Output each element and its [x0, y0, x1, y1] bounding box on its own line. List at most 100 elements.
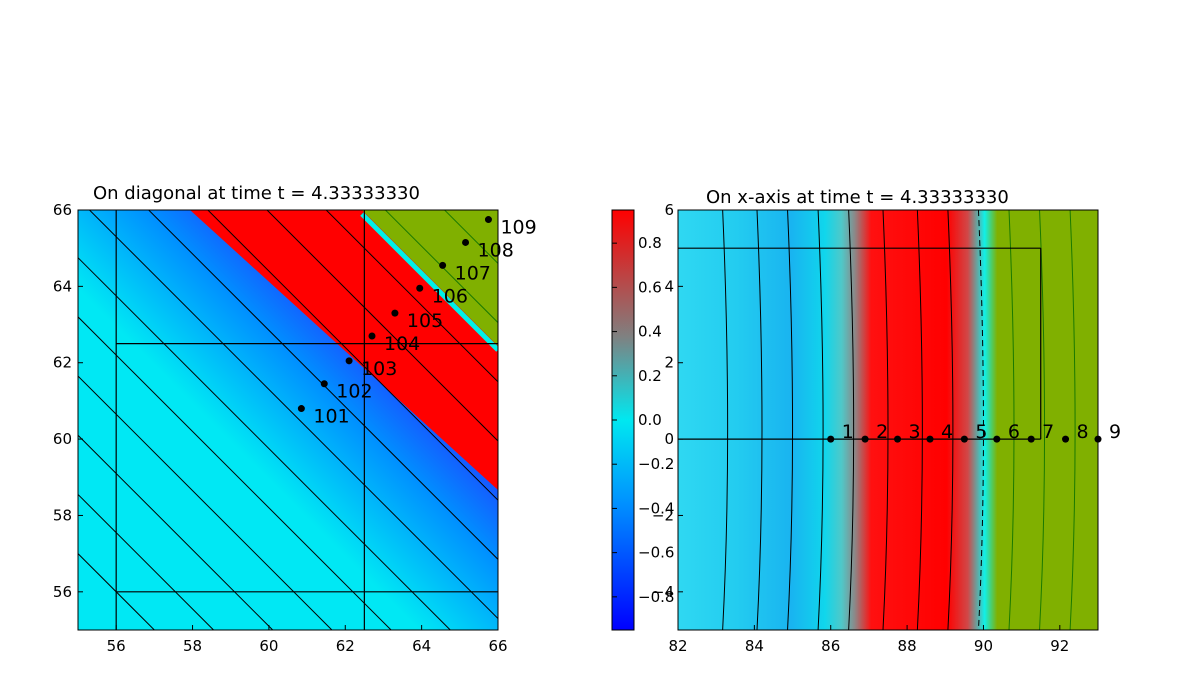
y-tick-label: 2: [664, 354, 674, 372]
y-tick-label: 60: [53, 430, 72, 448]
x-tick-label: 88: [898, 637, 917, 655]
point-marker: [416, 284, 424, 292]
point-label: 1: [842, 421, 854, 443]
contour-line: [787, 210, 794, 630]
contour-line: [78, 434, 274, 630]
contour-line: [1069, 210, 1076, 630]
colorbar-tick-label: −0.6: [638, 544, 674, 562]
left-red-band: [190, 210, 498, 490]
x-tick-label: 58: [183, 637, 202, 655]
x-tick-label: 64: [412, 637, 431, 655]
contour-line: [1008, 210, 1015, 630]
contour-line: [947, 210, 954, 630]
contour-line: [207, 210, 498, 501]
point-label: 5: [975, 421, 987, 443]
point-marker: [827, 435, 835, 443]
point-label: 108: [478, 239, 514, 261]
x-tick-label: 84: [745, 637, 764, 655]
point-label: 102: [336, 381, 372, 403]
point-marker: [1027, 435, 1035, 443]
colorbar-tick-label: 0.8: [638, 234, 662, 252]
x-tick-label: 86: [821, 637, 840, 655]
point-label: 103: [361, 358, 397, 380]
colorbar-tick-label: −0.8: [638, 588, 674, 606]
x-tick-label: 60: [259, 637, 278, 655]
y-tick-label: 66: [53, 201, 72, 219]
right-contour-lines: [722, 210, 1076, 630]
point-marker: [993, 435, 1001, 443]
point-marker: [1062, 435, 1070, 443]
point-label: 3: [909, 421, 921, 443]
point-label: 7: [1042, 421, 1054, 443]
y-tick-label: 62: [53, 354, 72, 372]
point-marker: [297, 405, 305, 413]
point-label: 107: [455, 262, 491, 284]
y-tick-label: 56: [53, 583, 72, 601]
contour-line: [78, 257, 451, 630]
point-label: 104: [384, 333, 420, 355]
colorbar-tick-label: 0.6: [638, 278, 662, 296]
point-marker: [960, 435, 968, 443]
contour-line: [88, 210, 498, 620]
contour-line: [882, 210, 889, 630]
colorbar-tick-label: 0.0: [638, 411, 662, 429]
right-axis-ticks: 82 84 86 88 90 92 −4 −2 0 2 4 6: [652, 201, 1069, 655]
point-marker: [320, 380, 328, 388]
contour-line: [817, 210, 824, 630]
point-marker: [391, 309, 399, 317]
colorbar-tick-label: 0.4: [638, 323, 662, 341]
point-marker: [926, 435, 934, 443]
point-marker: [1094, 435, 1102, 443]
x-tick-label: 66: [488, 637, 507, 655]
contour-line: [848, 210, 855, 630]
colorbar-tick-label: −0.4: [638, 499, 674, 517]
point-marker: [345, 357, 353, 365]
contour-line: [266, 210, 498, 442]
point-label: 109: [500, 217, 536, 239]
point-label: 105: [407, 310, 443, 332]
contour-line: [756, 210, 763, 630]
right-chart-title: On x-axis at time t = 4.33333330: [706, 187, 1009, 208]
right-grid-lines: [678, 247, 1042, 440]
x-tick-label: 56: [107, 637, 126, 655]
x-tick-label: 82: [668, 637, 687, 655]
contour-line: [1039, 210, 1046, 630]
y-tick-label: 58: [53, 506, 72, 524]
contour-line: [78, 316, 392, 630]
y-tick-label: 4: [664, 277, 674, 295]
colorbar-ticks: 0.8 0.6 0.4 0.2 0.0 −0.2 −0.4 −0.6 −0.8: [612, 234, 674, 606]
point-label: 2: [876, 421, 888, 443]
contour-line: [325, 210, 498, 383]
point-label: 4: [941, 421, 953, 443]
y-tick-label: 0: [664, 430, 674, 448]
y-tick-label: 64: [53, 277, 72, 295]
point-marker: [861, 435, 869, 443]
left-grid-lines: [115, 210, 498, 630]
contour-line: [977, 210, 984, 630]
point-label: 101: [313, 406, 349, 428]
x-tick-label: 62: [336, 637, 355, 655]
point-marker: [439, 261, 447, 269]
y-tick-label: −4: [652, 583, 674, 601]
x-tick-label: 90: [974, 637, 993, 655]
point-label: 9: [1109, 421, 1121, 443]
colorbar-tick-label: 0.2: [638, 367, 662, 385]
left-axis-ticks: 56 58 60 62 64 66 56 58 60 62 64 66: [53, 201, 508, 655]
left-chart-title: On diagonal at time t = 4.33333330: [93, 183, 420, 204]
colorbar: 0.8 0.6 0.4 0.2 0.0 −0.2 −0.4 −0.6 −0.8: [611, 209, 674, 631]
point-label: 8: [1077, 421, 1089, 443]
contour-line: [78, 375, 333, 630]
y-tick-label: 6: [664, 201, 674, 219]
right-axes-frame: [677, 209, 1099, 631]
point-marker: [484, 216, 492, 224]
point-marker: [462, 238, 470, 246]
contour-line: [722, 210, 729, 630]
contour-line: [78, 494, 214, 630]
y-tick-label: −2: [652, 506, 674, 524]
right-panel: On x-axis at time t = 4.33333330 82 84 86 8…: [652, 187, 1121, 655]
left-cyan-edge: [360, 212, 498, 352]
left-axes-frame: [77, 209, 499, 631]
